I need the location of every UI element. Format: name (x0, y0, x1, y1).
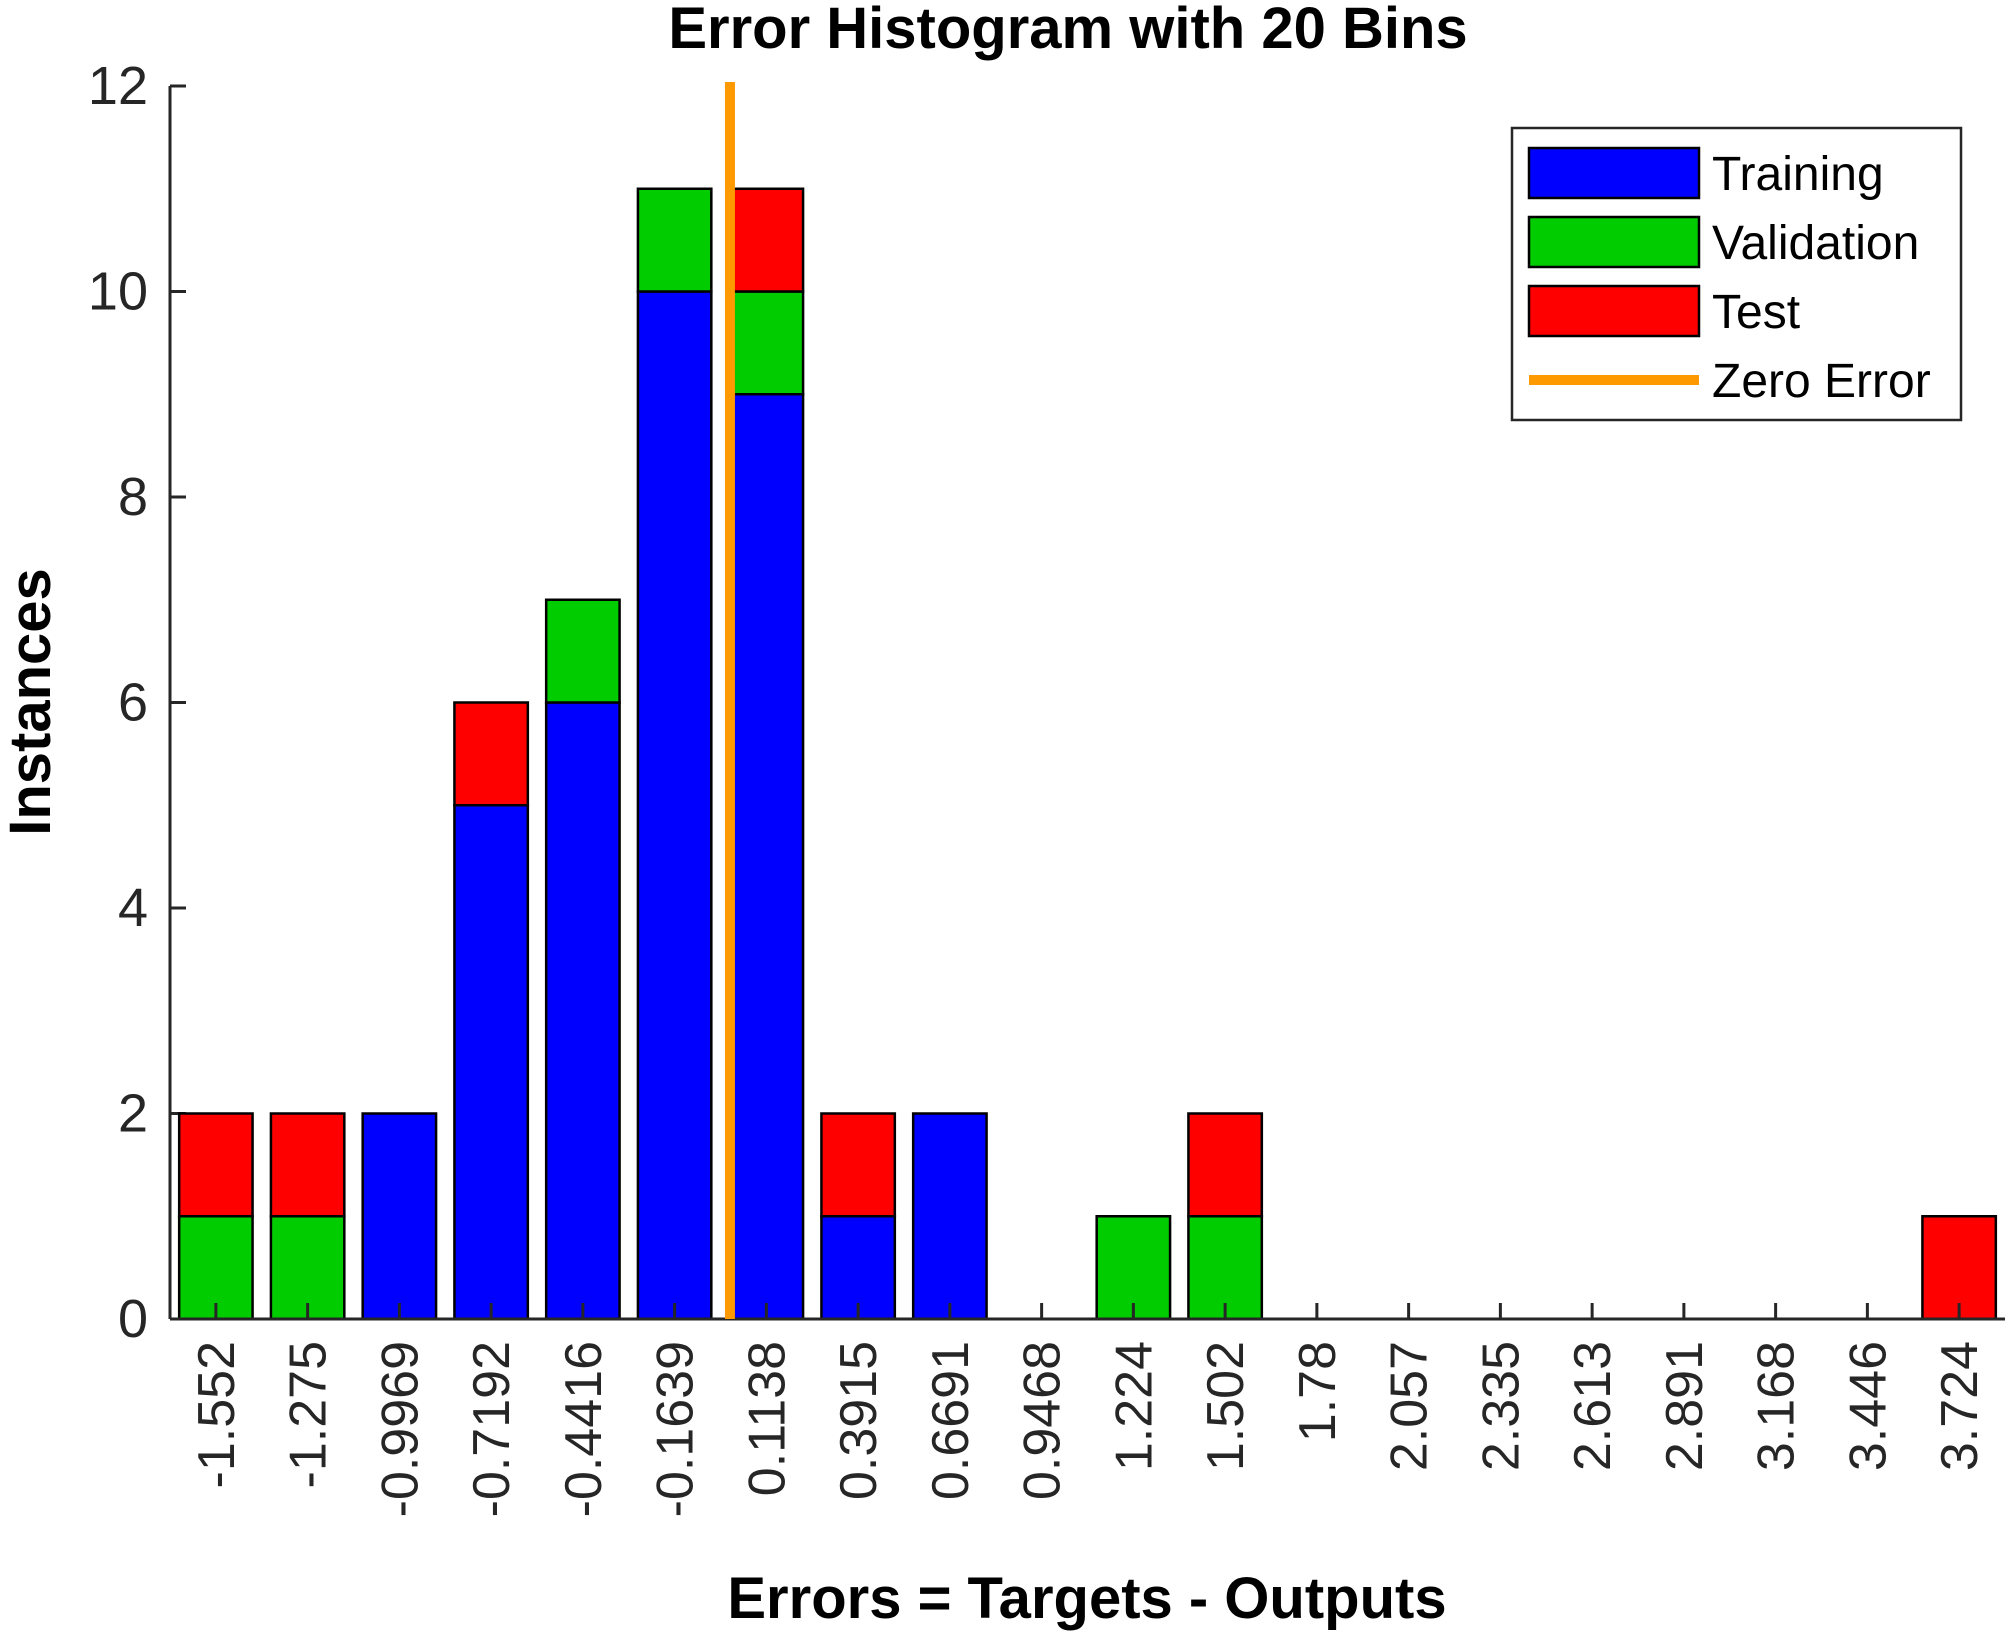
bar-training-4 (544, 701, 621, 1321)
bar-training-8 (911, 1112, 988, 1321)
legend-swatch-validation (1527, 215, 1701, 269)
bar-validation-0 (177, 1215, 254, 1321)
x-tick-label: 2.335 (1472, 1341, 1530, 1471)
x-tick-label: 1.78 (1289, 1341, 1347, 1442)
x-tick-label: 0.3915 (830, 1341, 888, 1500)
legend-label: Training (1712, 148, 1884, 201)
x-axis: -1.552 -1.275 -0.9969 -0.7192 -0.4416 -0.1639… (170, 1303, 2005, 1517)
bar-test-7 (820, 1112, 897, 1218)
x-tick-label: -0.4416 (555, 1341, 613, 1517)
bar-training-5 (636, 290, 713, 1321)
chart-title: Error Histogram with 20 Bins (668, 0, 1467, 61)
bar-test-3 (453, 701, 530, 807)
y-tick-label: 10 (88, 262, 148, 322)
x-tick-label: 2.057 (1381, 1341, 1439, 1471)
x-tick-label: 0.6691 (922, 1341, 980, 1500)
x-tick-label: -0.9969 (371, 1341, 429, 1517)
bar-training-2 (361, 1112, 438, 1321)
y-axis-label: Instances (0, 568, 63, 836)
bar-test-1 (269, 1112, 346, 1218)
legend-swatch-training (1527, 146, 1701, 200)
bar-validation-10 (1095, 1215, 1172, 1321)
x-tick-label: 1.224 (1105, 1341, 1163, 1471)
legend-label: Test (1712, 286, 1800, 339)
x-tick-label: 0.1138 (738, 1341, 796, 1496)
x-tick-label: 0.9468 (1014, 1341, 1072, 1500)
y-tick-label: 12 (88, 56, 148, 116)
bar-training-6 (728, 393, 805, 1321)
y-axis: 0 2 4 6 8 10 12 (88, 56, 186, 1349)
bar-test-6 (728, 187, 805, 293)
bar-test-0 (177, 1112, 254, 1218)
y-tick-label: 2 (118, 1084, 148, 1144)
legend: Training Validation Test Zero Error (1510, 126, 1963, 422)
x-tick-label: 2.891 (1656, 1341, 1714, 1471)
bars (177, 187, 1998, 1321)
x-axis-label: Errors = Targets - Outputs (727, 1566, 1446, 1631)
x-tick-label: -0.7192 (463, 1341, 521, 1517)
x-tick-label: 3.446 (1839, 1341, 1897, 1471)
y-tick-label: 6 (118, 673, 148, 733)
y-tick-label: 0 (118, 1289, 148, 1349)
bar-training-3 (453, 804, 530, 1321)
x-tick-label: 3.168 (1748, 1341, 1806, 1471)
x-tick-label: 3.724 (1931, 1341, 1989, 1471)
bar-validation-4 (544, 598, 621, 704)
bar-validation-11 (1187, 1215, 1264, 1321)
legend-label: Zero Error (1712, 355, 1931, 408)
bar-validation-5 (636, 187, 713, 293)
x-tick-label: -0.1639 (647, 1341, 705, 1517)
bar-validation-6 (728, 290, 805, 396)
x-tick-label: -1.552 (188, 1341, 246, 1488)
y-tick-label: 8 (118, 467, 148, 527)
legend-label: Validation (1712, 217, 1919, 270)
x-tick-label: -1.275 (280, 1341, 338, 1488)
x-tick-label: 2.613 (1564, 1341, 1622, 1471)
bar-training-7 (820, 1215, 897, 1321)
bar-test-11 (1187, 1112, 1264, 1218)
y-tick-label: 4 (118, 878, 148, 938)
x-tick-label: 1.502 (1197, 1341, 1255, 1471)
legend-swatch-test (1527, 284, 1701, 338)
bar-test-19 (1921, 1215, 1998, 1321)
